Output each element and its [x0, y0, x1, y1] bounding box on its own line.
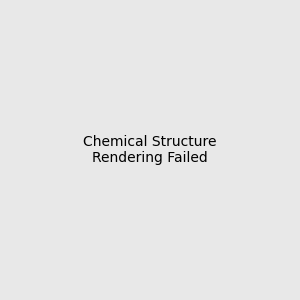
Text: Chemical Structure
Rendering Failed: Chemical Structure Rendering Failed	[83, 135, 217, 165]
